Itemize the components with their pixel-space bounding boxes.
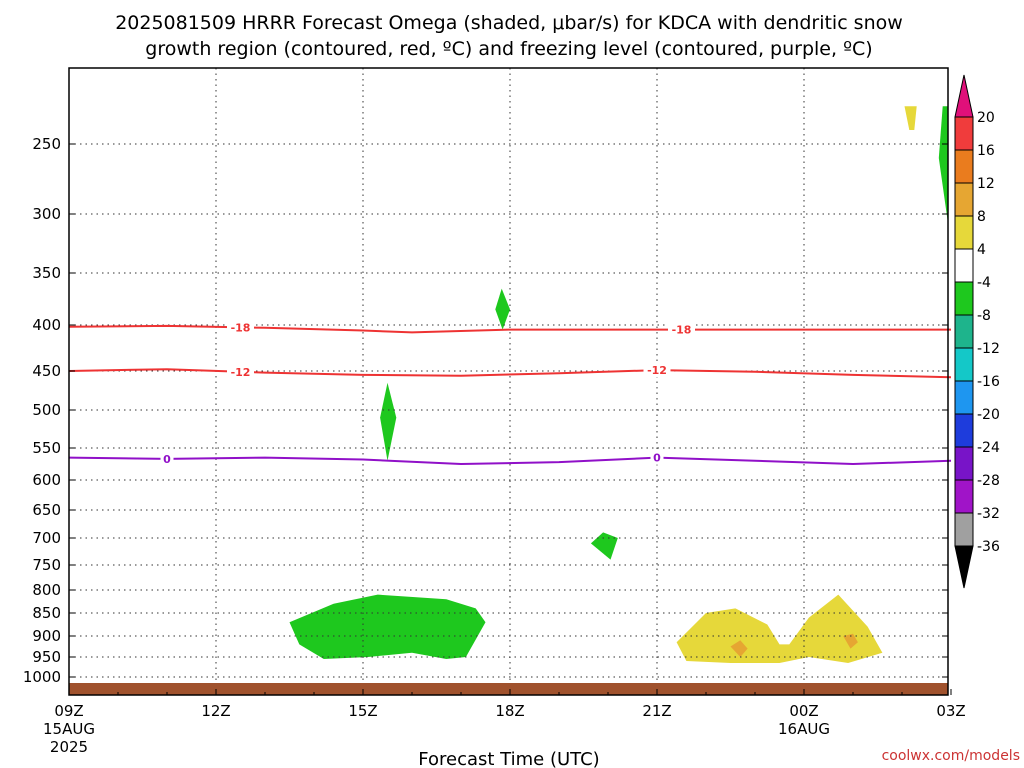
omega-shaded-regions	[289, 106, 948, 663]
colorbar-bin-12	[954, 479, 974, 514]
omega-region-6	[495, 288, 510, 330]
contour-label-minus18-2: -18	[672, 324, 692, 337]
contour-label-bg-minus12-1	[227, 364, 254, 379]
y-tick-label-900: 900	[32, 627, 61, 645]
colorbar-bin-9	[954, 380, 974, 415]
contour-line-minus12	[68, 368, 952, 379]
colorbar-label-14: -36	[977, 539, 1000, 555]
plot-frame	[68, 67, 949, 696]
colorbar-bin-13	[954, 512, 974, 547]
chart-title-line2: growth region (contoured, red, ºC) and f…	[145, 38, 872, 60]
omega-region-12	[730, 640, 748, 657]
colorbar-label-9: -16	[977, 374, 1000, 390]
contour-label-minus12-1: -12	[231, 366, 251, 379]
colorbar-bin-6	[954, 281, 974, 316]
plot-background	[69, 68, 948, 695]
x-tick-label-03Z: 03Z	[936, 702, 965, 720]
colorbar-bin-10	[954, 413, 974, 448]
x-tick-label-21Z: 21Z	[642, 702, 671, 720]
y-tick-label-350: 350	[32, 264, 61, 282]
y-axis-pressure: 250 300 350 400 450 500 550 600 650 700 750 800 850 9…	[23, 135, 948, 686]
x-tick-label-00Z: 00Z	[789, 702, 818, 720]
x-tick-label-18Z: 18Z	[495, 702, 524, 720]
y-tick-label-450: 450	[32, 362, 61, 380]
contour-line-minus18	[68, 324, 951, 334]
grid-lines	[69, 68, 948, 695]
colorbar-bin-5	[954, 248, 974, 283]
y-tick-label-700: 700	[32, 529, 61, 547]
colorbar-bin-11	[954, 446, 974, 481]
colorbar-triangle-bottom	[954, 545, 974, 589]
y-tick-label-950: 950	[32, 648, 61, 666]
omega-region-3	[904, 106, 917, 130]
y-tick-label-300: 300	[32, 205, 61, 223]
colorbar-label-10: -20	[977, 407, 1000, 423]
colorbar-bin-1	[954, 116, 974, 151]
contour-label-bg-minus18-1	[227, 320, 254, 335]
credit-text: coolwx.com/models	[882, 748, 1020, 764]
y-tick-label-400: 400	[32, 316, 61, 334]
y-tick-label-250: 250	[32, 135, 61, 153]
contour-label-0-1: 0	[163, 453, 171, 466]
contour-line-0	[68, 456, 952, 466]
colorbar-label-8: -12	[977, 341, 1000, 357]
y-tick-label-600: 600	[32, 471, 61, 489]
omega-region-1	[938, 106, 948, 224]
y-tick-label-650: 650	[32, 501, 61, 519]
contour-label-bg-0-2	[650, 450, 664, 465]
x-axis-title: Forecast Time (UTC)	[418, 749, 599, 768]
temperature-contours: -18 -18 -12 -12 0 0	[68, 320, 952, 466]
y-tick-label-1000: 1000	[23, 668, 61, 686]
x-tick-label-15Z: 15Z	[348, 702, 377, 720]
x-tick-date-00Z: 16AUG	[778, 720, 830, 738]
colorbar-label-12: -28	[977, 473, 1000, 489]
colorbar-bin-8	[954, 347, 974, 382]
colorbar-label-13: -32	[977, 506, 1000, 522]
colorbar-bin-3	[954, 182, 974, 217]
colorbar-label-7: -8	[977, 308, 991, 324]
y-tick-label-550: 550	[32, 439, 61, 457]
omega-region-7	[380, 382, 397, 461]
contour-label-bg-minus12-2	[643, 363, 671, 378]
x-tick-label-09Z: 09Z	[54, 702, 83, 720]
omega-region-10	[289, 594, 486, 659]
x-tick-date-09Z: 15AUG	[43, 720, 95, 738]
colorbar-label-2: 16	[977, 143, 995, 159]
colorbar: 20 16 12 8 4 -4 -8 -12 -16 -20 -24 -28 -32 -36	[954, 74, 1000, 589]
colorbar-label-5: 4	[977, 242, 986, 258]
colorbar-label-3: 12	[977, 176, 995, 192]
contour-label-minus12-2: -12	[647, 364, 667, 377]
colorbar-label-1: 20	[977, 110, 995, 126]
contour-label-0-2: 0	[653, 452, 661, 465]
x-tick-year-09Z: 2025	[50, 738, 88, 756]
contour-label-bg-minus18-2	[668, 322, 695, 337]
colorbar-label-6: -4	[977, 275, 991, 291]
colorbar-triangle-top	[954, 74, 974, 118]
omega-region-11	[676, 594, 883, 663]
colorbar-bin-2	[954, 149, 974, 184]
y-tick-label-750: 750	[32, 556, 61, 574]
colorbar-label-11: -24	[977, 440, 1000, 456]
y-tick-label-850: 850	[32, 604, 61, 622]
contour-label-minus18-1: -18	[231, 321, 251, 334]
contour-label-bg-0-1	[160, 451, 174, 466]
y-tick-label-500: 500	[32, 401, 61, 419]
colorbar-bin-7	[954, 314, 974, 349]
chart-title-line1: 2025081509 HRRR Forecast Omega (shaded, …	[115, 12, 903, 34]
y-tick-label-800: 800	[32, 581, 61, 599]
colorbar-label-4: 8	[977, 209, 986, 225]
colorbar-bin-4	[954, 215, 974, 250]
x-tick-label-12Z: 12Z	[201, 702, 230, 720]
omega-region-13	[843, 633, 858, 649]
terrain-ground-strip	[69, 683, 948, 695]
omega-region-9	[590, 532, 618, 560]
